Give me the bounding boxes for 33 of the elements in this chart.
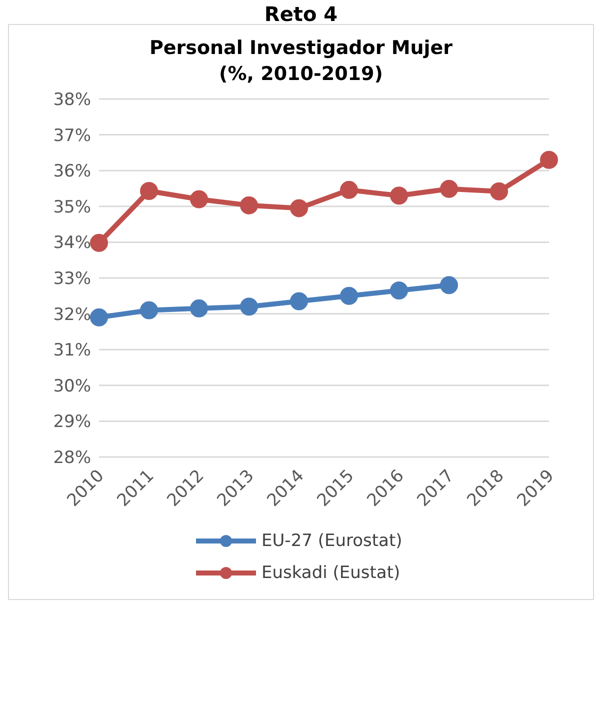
y-tick-label: 30% [53, 376, 91, 396]
y-tick-label: 34% [53, 233, 91, 254]
point [240, 298, 258, 316]
point [440, 276, 458, 294]
y-tick-label: 36% [53, 162, 91, 182]
point [140, 182, 158, 200]
text: Reto 4 [263, 2, 339, 26]
point [290, 199, 308, 218]
y-tick-label: 29% [53, 412, 91, 432]
point [140, 301, 158, 320]
point [490, 182, 508, 200]
y-tick-label: 33% [53, 269, 91, 290]
chart-title: Personal Investigador Mujer (%, 2010-2019) [148, 36, 454, 87]
y-tick-label: 31% [53, 340, 91, 361]
point [240, 196, 258, 214]
y-tick-label: 32% [53, 304, 91, 325]
point [390, 282, 408, 300]
point [340, 180, 358, 199]
y-tick-label: 38% [53, 90, 91, 110]
point [540, 150, 558, 169]
y-tick-label: 35% [53, 197, 91, 218]
point [390, 186, 408, 205]
point [190, 190, 208, 208]
point [190, 299, 208, 318]
point [90, 234, 108, 252]
legend-label: Euskadi (Eustat) [262, 563, 400, 583]
point [290, 292, 308, 310]
y-tick-label: 28% [53, 448, 91, 468]
y-tick-label: 37% [53, 126, 91, 146]
point [440, 180, 458, 198]
point [340, 286, 358, 305]
point [90, 308, 108, 326]
legend-label: EU-27 (Eurostat) [262, 531, 402, 551]
